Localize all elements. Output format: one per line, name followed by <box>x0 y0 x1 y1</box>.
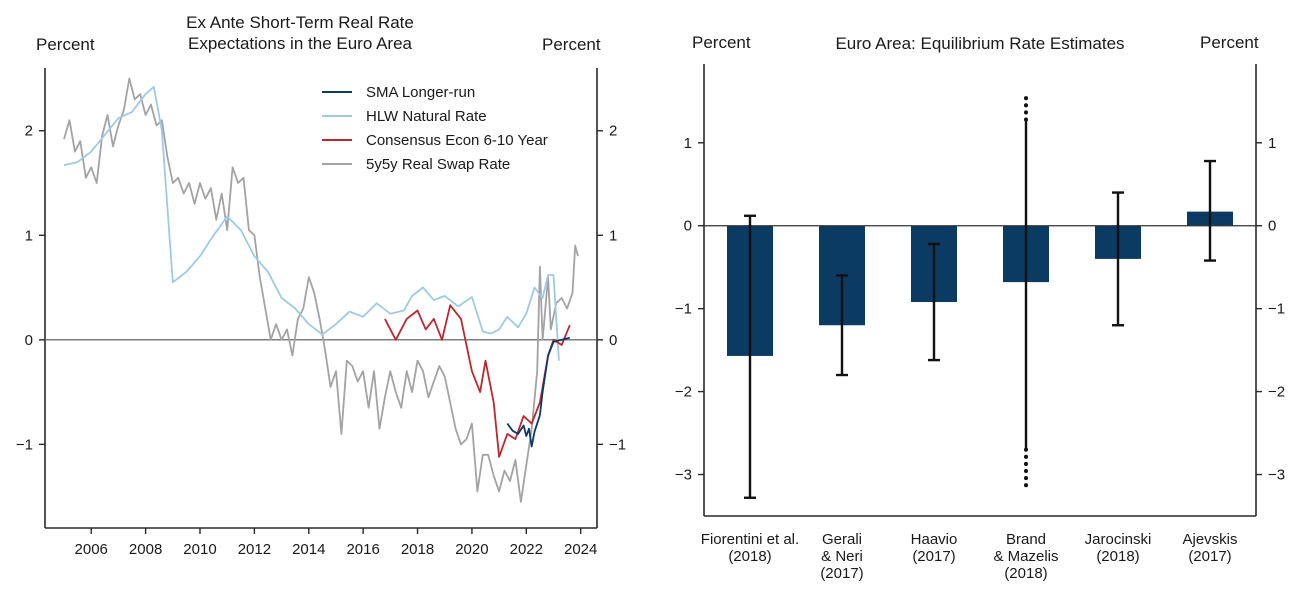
category-label-line: (2018) <box>1004 565 1048 582</box>
legend-label-sma: SMA Longer-run <box>366 83 476 101</box>
y-tick-label-right: −1 <box>609 436 626 453</box>
category-label-line: Haavio <box>910 531 958 548</box>
category-label-line: & Neri <box>821 548 863 565</box>
right-chart-left-unit: Percent <box>692 33 751 52</box>
y-tick-label-left: 0 <box>25 332 33 349</box>
category-label-4: Brand & Mazelis (2018) <box>961 531 1091 582</box>
y-tick-label-left: −1 <box>675 301 692 318</box>
x-tick-label: 2018 <box>401 541 434 558</box>
legend-swatch-hlw <box>322 115 352 117</box>
left-chart-title-line-1: Ex Ante Short-Term Real Rate <box>186 13 414 32</box>
legend: SMA Longer-run HLW Natural Rate Consensu… <box>322 80 548 176</box>
legend-label-swap: 5y5y Real Swap Rate <box>366 155 511 173</box>
left-chart-title-line-2: Expectations in the Euro Area <box>188 34 412 53</box>
y-tick-label-right: −2 <box>1268 384 1285 401</box>
y-tick-label-right: −3 <box>1268 467 1285 484</box>
legend-item-hlw: HLW Natural Rate <box>322 104 548 128</box>
y-tick-label-right: 0 <box>1268 218 1276 235</box>
legend-label-consensus: Consensus Econ 6-10 Year <box>366 131 548 149</box>
x-tick-label: 2010 <box>183 541 216 558</box>
y-tick-label-left: 2 <box>25 123 33 140</box>
series-line-sma-longer-run <box>506 336 571 448</box>
category-label-line: (2017) <box>1188 548 1232 565</box>
category-label-line: Gerali <box>821 531 862 548</box>
category-label-1: Fiorentini et al. (2018) <box>685 531 815 565</box>
left-chart-left-unit: Percent <box>36 35 95 54</box>
category-label-line: (2018) <box>1096 548 1140 565</box>
series-line-hlw-natural-rate <box>63 85 560 361</box>
category-label-line: (2018) <box>728 548 772 565</box>
y-tick-label-left: −2 <box>675 384 692 401</box>
y-tick-label-left: −1 <box>16 436 33 453</box>
series-line-5y5y-real-swap-rate <box>63 77 579 503</box>
y-tick-label-left: 0 <box>684 218 692 235</box>
bar-chart: −3 −3 −2 −2 −1 −1 0 0 1 1 <box>675 64 1285 517</box>
legend-item-sma: SMA Longer-run <box>322 80 548 104</box>
x-tick-label: 2024 <box>564 541 597 558</box>
category-label-2: Gerali & Neri (2017) <box>777 531 907 582</box>
x-tick-label: 2008 <box>129 541 162 558</box>
legend-swatch-consensus <box>322 139 352 141</box>
legend-item-swap: 5y5y Real Swap Rate <box>322 152 548 176</box>
category-label-3: Haavio (2017) <box>869 531 999 565</box>
left-chart-title: Ex Ante Short-Term Real Rate Expectation… <box>130 12 470 54</box>
legend-item-consensus: Consensus Econ 6-10 Year <box>322 128 548 152</box>
legend-label-hlw: HLW Natural Rate <box>366 107 487 125</box>
legend-swatch-swap <box>322 163 352 165</box>
category-label-6: Ajevskis (2017) <box>1145 531 1275 565</box>
y-tick-label-left: 1 <box>684 135 692 152</box>
right-chart-panel: Percent Euro Area: Equilibrium Rate Esti… <box>652 0 1304 600</box>
x-tick-label: 2020 <box>455 541 488 558</box>
y-tick-label-right: 0 <box>609 332 617 349</box>
y-tick-label-right: −1 <box>1268 301 1285 318</box>
left-chart-right-unit: Percent <box>542 35 601 54</box>
line-chart: −1 −1 0 0 1 1 2 2 2006 2008 2010 2012 2014 2016 2018 20… <box>16 68 626 558</box>
category-label-line: Jarocinski <box>1084 531 1152 548</box>
right-chart-title: Euro Area: Equilibrium Rate Estimates <box>835 34 1125 53</box>
category-label-line: Fiorentini et al. <box>700 531 800 548</box>
category-label-line: Brand <box>1005 531 1047 548</box>
y-tick-label-right: 1 <box>609 227 617 244</box>
x-tick-label: 2022 <box>510 541 543 558</box>
category-label-line: & Mazelis <box>993 548 1059 565</box>
category-label-5: Jarocinski (2018) <box>1053 531 1183 565</box>
x-tick-label: 2014 <box>292 541 325 558</box>
category-label-line: (2017) <box>820 565 864 582</box>
right-chart-right-unit: Percent <box>1200 33 1259 52</box>
x-tick-label: 2012 <box>238 541 271 558</box>
category-label-line: Ajevskis <box>1182 531 1238 548</box>
y-tick-label-right: 2 <box>609 123 617 140</box>
x-tick-label: 2006 <box>75 541 108 558</box>
left-chart-panel: Ex Ante Short-Term Real Rate Expectation… <box>16 12 626 558</box>
x-tick-label: 2016 <box>346 541 379 558</box>
y-tick-label-right: 1 <box>1268 135 1276 152</box>
y-tick-label-left: 1 <box>25 227 33 244</box>
y-tick-label-left: −3 <box>675 467 692 484</box>
legend-swatch-sma <box>322 91 352 93</box>
category-label-line: (2017) <box>912 548 956 565</box>
